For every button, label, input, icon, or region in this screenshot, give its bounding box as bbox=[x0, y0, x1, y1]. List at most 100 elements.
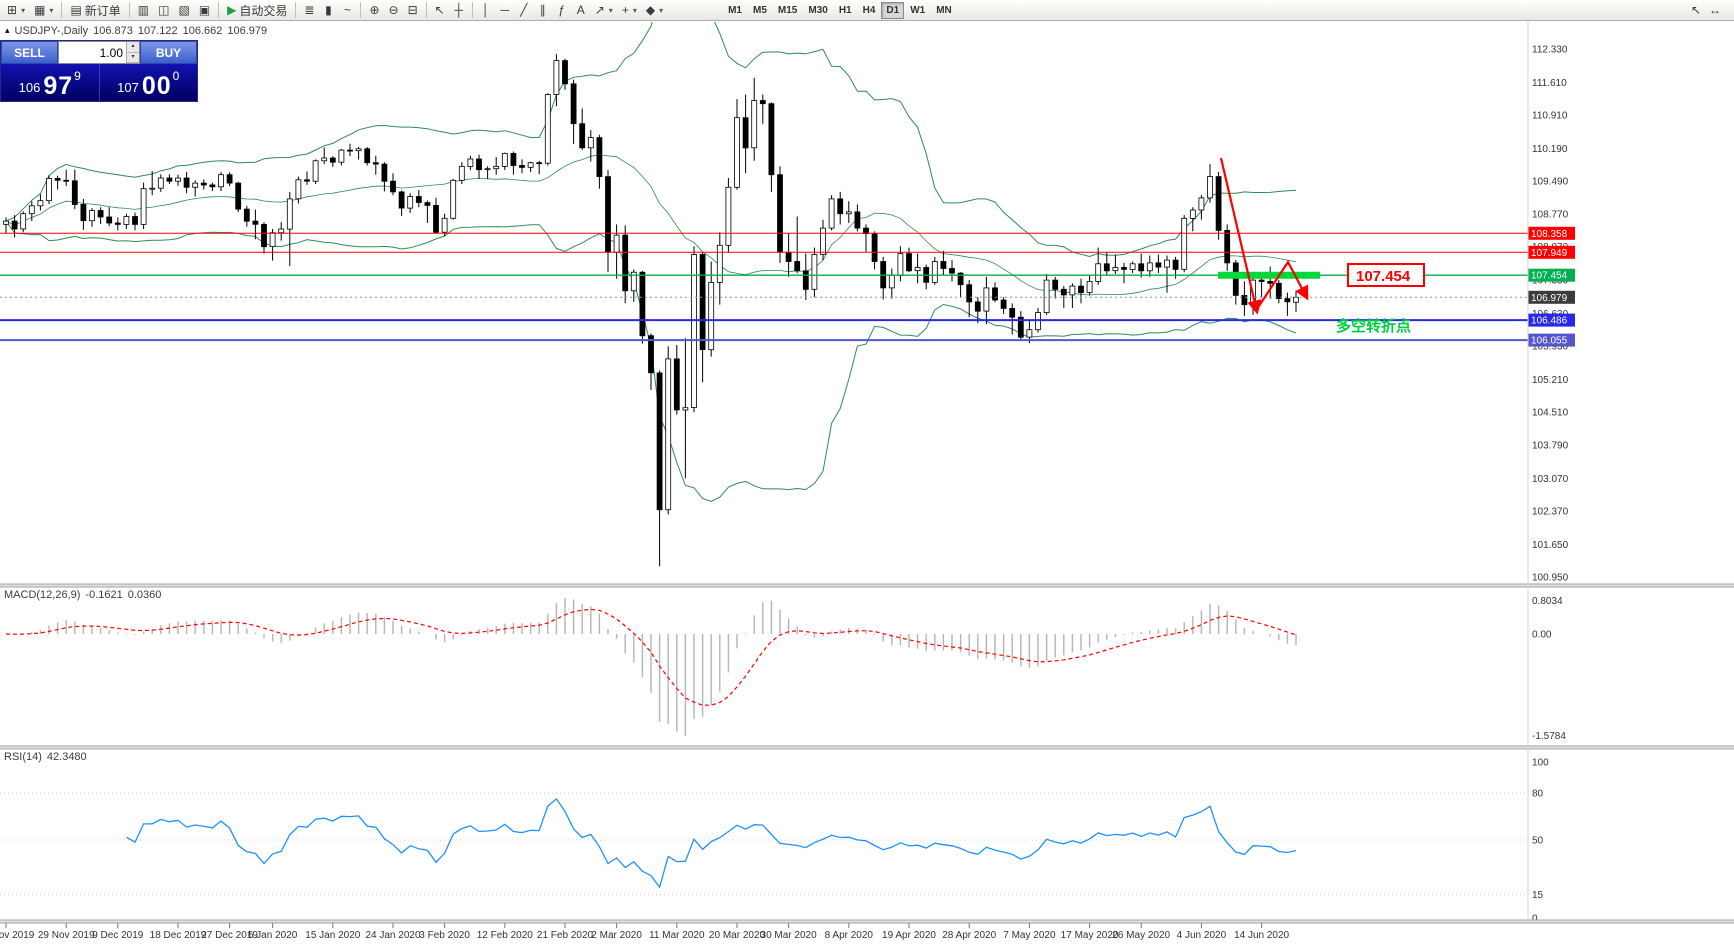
price-tag-106.979: 106.979 bbox=[1528, 290, 1575, 304]
timeframe-h4-button[interactable]: H4 bbox=[862, 4, 876, 16]
timeframe-mn-button[interactable]: MN bbox=[936, 4, 952, 16]
fibonacci-button[interactable]: ƒ bbox=[553, 1, 571, 19]
macd-value: -0.1621 bbox=[85, 589, 123, 601]
price-axis[interactable]: 112.330 111.610 110.910 110.190 109.490 108.7… bbox=[1528, 45, 1575, 925]
bid-big-figure: 106 bbox=[18, 80, 41, 95]
svg-text:108.770: 108.770 bbox=[1532, 210, 1569, 221]
ohlc-close: 106.979 bbox=[227, 25, 268, 37]
chart-marker-icon: ▴ bbox=[5, 25, 10, 35]
panel-separator[interactable] bbox=[0, 920, 1734, 923]
arrows-icon: ↗ bbox=[594, 3, 605, 17]
data-window-button[interactable]: ◫ bbox=[154, 1, 173, 19]
pivot-point-label[interactable]: 多空转折点 bbox=[1336, 317, 1411, 335]
panel-separator[interactable] bbox=[0, 584, 1734, 587]
arrows-button[interactable]: ↗ ▾ bbox=[591, 1, 617, 19]
bid-price-display[interactable]: 106 97 9 bbox=[1, 64, 99, 101]
volume-control: ▴ ▾ bbox=[58, 41, 140, 64]
navigator-button[interactable]: ▧ bbox=[174, 1, 193, 19]
terminal-button[interactable]: ▣ bbox=[195, 1, 214, 19]
indicators-button[interactable]: + ▾ bbox=[618, 1, 641, 19]
timeframe-m5-button[interactable]: M5 bbox=[753, 4, 767, 16]
rsi-value: 42.3480 bbox=[46, 751, 87, 763]
line-chart-button[interactable]: ~ bbox=[338, 1, 356, 19]
price-tag-107.949: 107.949 bbox=[1528, 245, 1575, 259]
volume-input[interactable] bbox=[59, 42, 126, 63]
profiles-button[interactable]: ▦ ▾ bbox=[30, 1, 57, 19]
toolbar-separator bbox=[295, 2, 297, 18]
macd-header: MACD(12,26,9) -0.1621 0.0360 bbox=[4, 589, 161, 601]
horizontal-line-button[interactable]: ─ bbox=[496, 1, 514, 19]
zoom-in-button[interactable]: ⊕ bbox=[365, 1, 383, 19]
candlestick-chart-button[interactable]: ▮ bbox=[319, 1, 337, 19]
bid-point: 9 bbox=[74, 69, 81, 83]
ohlc-high: 107.122 bbox=[137, 25, 178, 37]
rsi-line bbox=[126, 797, 1297, 889]
sell-button[interactable]: SELL bbox=[1, 41, 58, 64]
bollinger-upper-band bbox=[5, 22, 1297, 258]
text-button[interactable]: A bbox=[572, 1, 590, 19]
cursor-icon: ↖ bbox=[434, 3, 445, 17]
one-click-trading-panel: SELL ▴ ▾ BUY 106 97 9 107 00 0 bbox=[0, 40, 198, 102]
svg-text:28 Apr 2020: 28 Apr 2020 bbox=[942, 930, 996, 941]
svg-text:50: 50 bbox=[1532, 836, 1544, 847]
ask-price-display[interactable]: 107 00 0 bbox=[98, 64, 198, 101]
pointer-tool-button[interactable]: ↖ bbox=[1690, 3, 1701, 17]
cursor-button[interactable]: ↖ bbox=[431, 1, 449, 19]
zoom-out-button[interactable]: ⊖ bbox=[385, 1, 403, 19]
svg-text:24 Jan 2020: 24 Jan 2020 bbox=[365, 930, 420, 941]
timeframe-d1-button[interactable]: D1 bbox=[881, 1, 905, 19]
svg-text:9 Dec 2019: 9 Dec 2019 bbox=[92, 930, 144, 941]
svg-text:21 Feb 2020: 21 Feb 2020 bbox=[537, 930, 594, 941]
vertical-line-button[interactable]: │ bbox=[477, 1, 495, 19]
svg-text:11 Mar 2020: 11 Mar 2020 bbox=[649, 930, 705, 941]
svg-text:4 Jun 2020: 4 Jun 2020 bbox=[1177, 930, 1227, 941]
tile-windows-button[interactable]: ⊟ bbox=[404, 1, 422, 19]
crosshair-button[interactable]: ┼ bbox=[450, 1, 468, 19]
svg-text:30 Mar 2020: 30 Mar 2020 bbox=[761, 930, 818, 941]
objects-button[interactable]: ◆ ▾ bbox=[642, 1, 667, 19]
horizontal-line-icon: ─ bbox=[500, 3, 509, 17]
svg-text:111.610: 111.610 bbox=[1532, 78, 1567, 89]
volume-up-icon[interactable]: ▴ bbox=[127, 42, 139, 53]
market-watch-button[interactable]: ▥ bbox=[134, 1, 153, 19]
rsi-label: RSI(14) bbox=[4, 751, 42, 763]
toolbar-separator bbox=[471, 2, 473, 18]
price-tag-107.454: 107.454 bbox=[1528, 268, 1575, 282]
pan-tool-button[interactable]: ↔ bbox=[1709, 3, 1721, 17]
autotrading-button[interactable]: ▶ 自动交易 bbox=[223, 1, 291, 19]
price-tag-106.055: 106.055 bbox=[1528, 333, 1575, 347]
svg-text:105.930: 105.930 bbox=[1532, 341, 1569, 352]
trendline-button[interactable]: ╱ bbox=[515, 1, 533, 19]
svg-text:18 Dec 2019: 18 Dec 2019 bbox=[150, 930, 207, 941]
price-callout-box[interactable] bbox=[1347, 263, 1425, 287]
timeframe-m30-button[interactable]: M30 bbox=[808, 4, 828, 16]
trend-arrow[interactable] bbox=[1219, 157, 1309, 315]
svg-text:29 Nov 2019: 29 Nov 2019 bbox=[38, 930, 95, 941]
timeframe-m1-button[interactable]: M1 bbox=[728, 4, 742, 16]
svg-text:100: 100 bbox=[1532, 758, 1549, 769]
terminal-icon: ▣ bbox=[198, 3, 211, 17]
market-watch-icon: ▥ bbox=[137, 3, 150, 17]
svg-text:0.8034: 0.8034 bbox=[1532, 596, 1563, 607]
svg-text:106.055: 106.055 bbox=[1531, 336, 1568, 347]
timeframe-m15-button[interactable]: M15 bbox=[777, 4, 798, 16]
buy-button[interactable]: BUY bbox=[140, 41, 197, 64]
text-icon: A bbox=[576, 3, 585, 17]
timeframe-h1-button[interactable]: H1 bbox=[838, 4, 852, 16]
svg-text:2 Mar 2020: 2 Mar 2020 bbox=[591, 930, 642, 941]
channel-button[interactable]: ∥ bbox=[534, 1, 552, 19]
panel-separator[interactable] bbox=[0, 746, 1734, 749]
new-order-button[interactable]: ▤ 新订单 bbox=[66, 1, 124, 19]
channel-icon: ∥ bbox=[539, 3, 546, 17]
svg-text:3 Feb 2020: 3 Feb 2020 bbox=[419, 930, 470, 941]
bar-chart-button[interactable]: ≣ bbox=[300, 1, 318, 19]
volume-down-icon[interactable]: ▾ bbox=[127, 52, 139, 63]
crosshair-icon: ┼ bbox=[454, 3, 463, 17]
timeframe-w1-button[interactable]: W1 bbox=[910, 4, 926, 16]
ask-big-figure: 107 bbox=[117, 80, 139, 95]
new-chart-button[interactable]: ⊞ ▾ bbox=[3, 1, 29, 19]
svg-text:-1.5784: -1.5784 bbox=[1532, 731, 1566, 742]
svg-text:102.370: 102.370 bbox=[1532, 507, 1569, 518]
dropdown-caret-icon: ▾ bbox=[659, 5, 664, 15]
